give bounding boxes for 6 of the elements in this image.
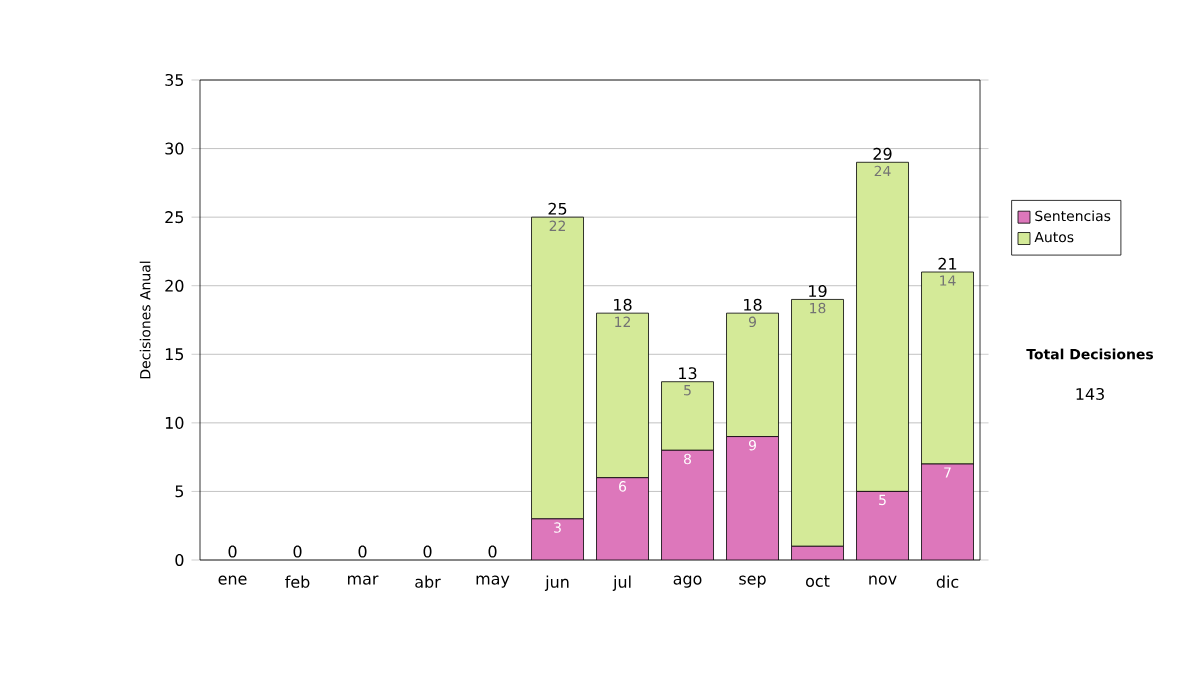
bar	[596, 477, 649, 560]
bar	[531, 518, 584, 560]
bar	[921, 463, 974, 560]
bar	[856, 491, 909, 560]
bar	[661, 449, 714, 560]
bar	[726, 436, 779, 560]
